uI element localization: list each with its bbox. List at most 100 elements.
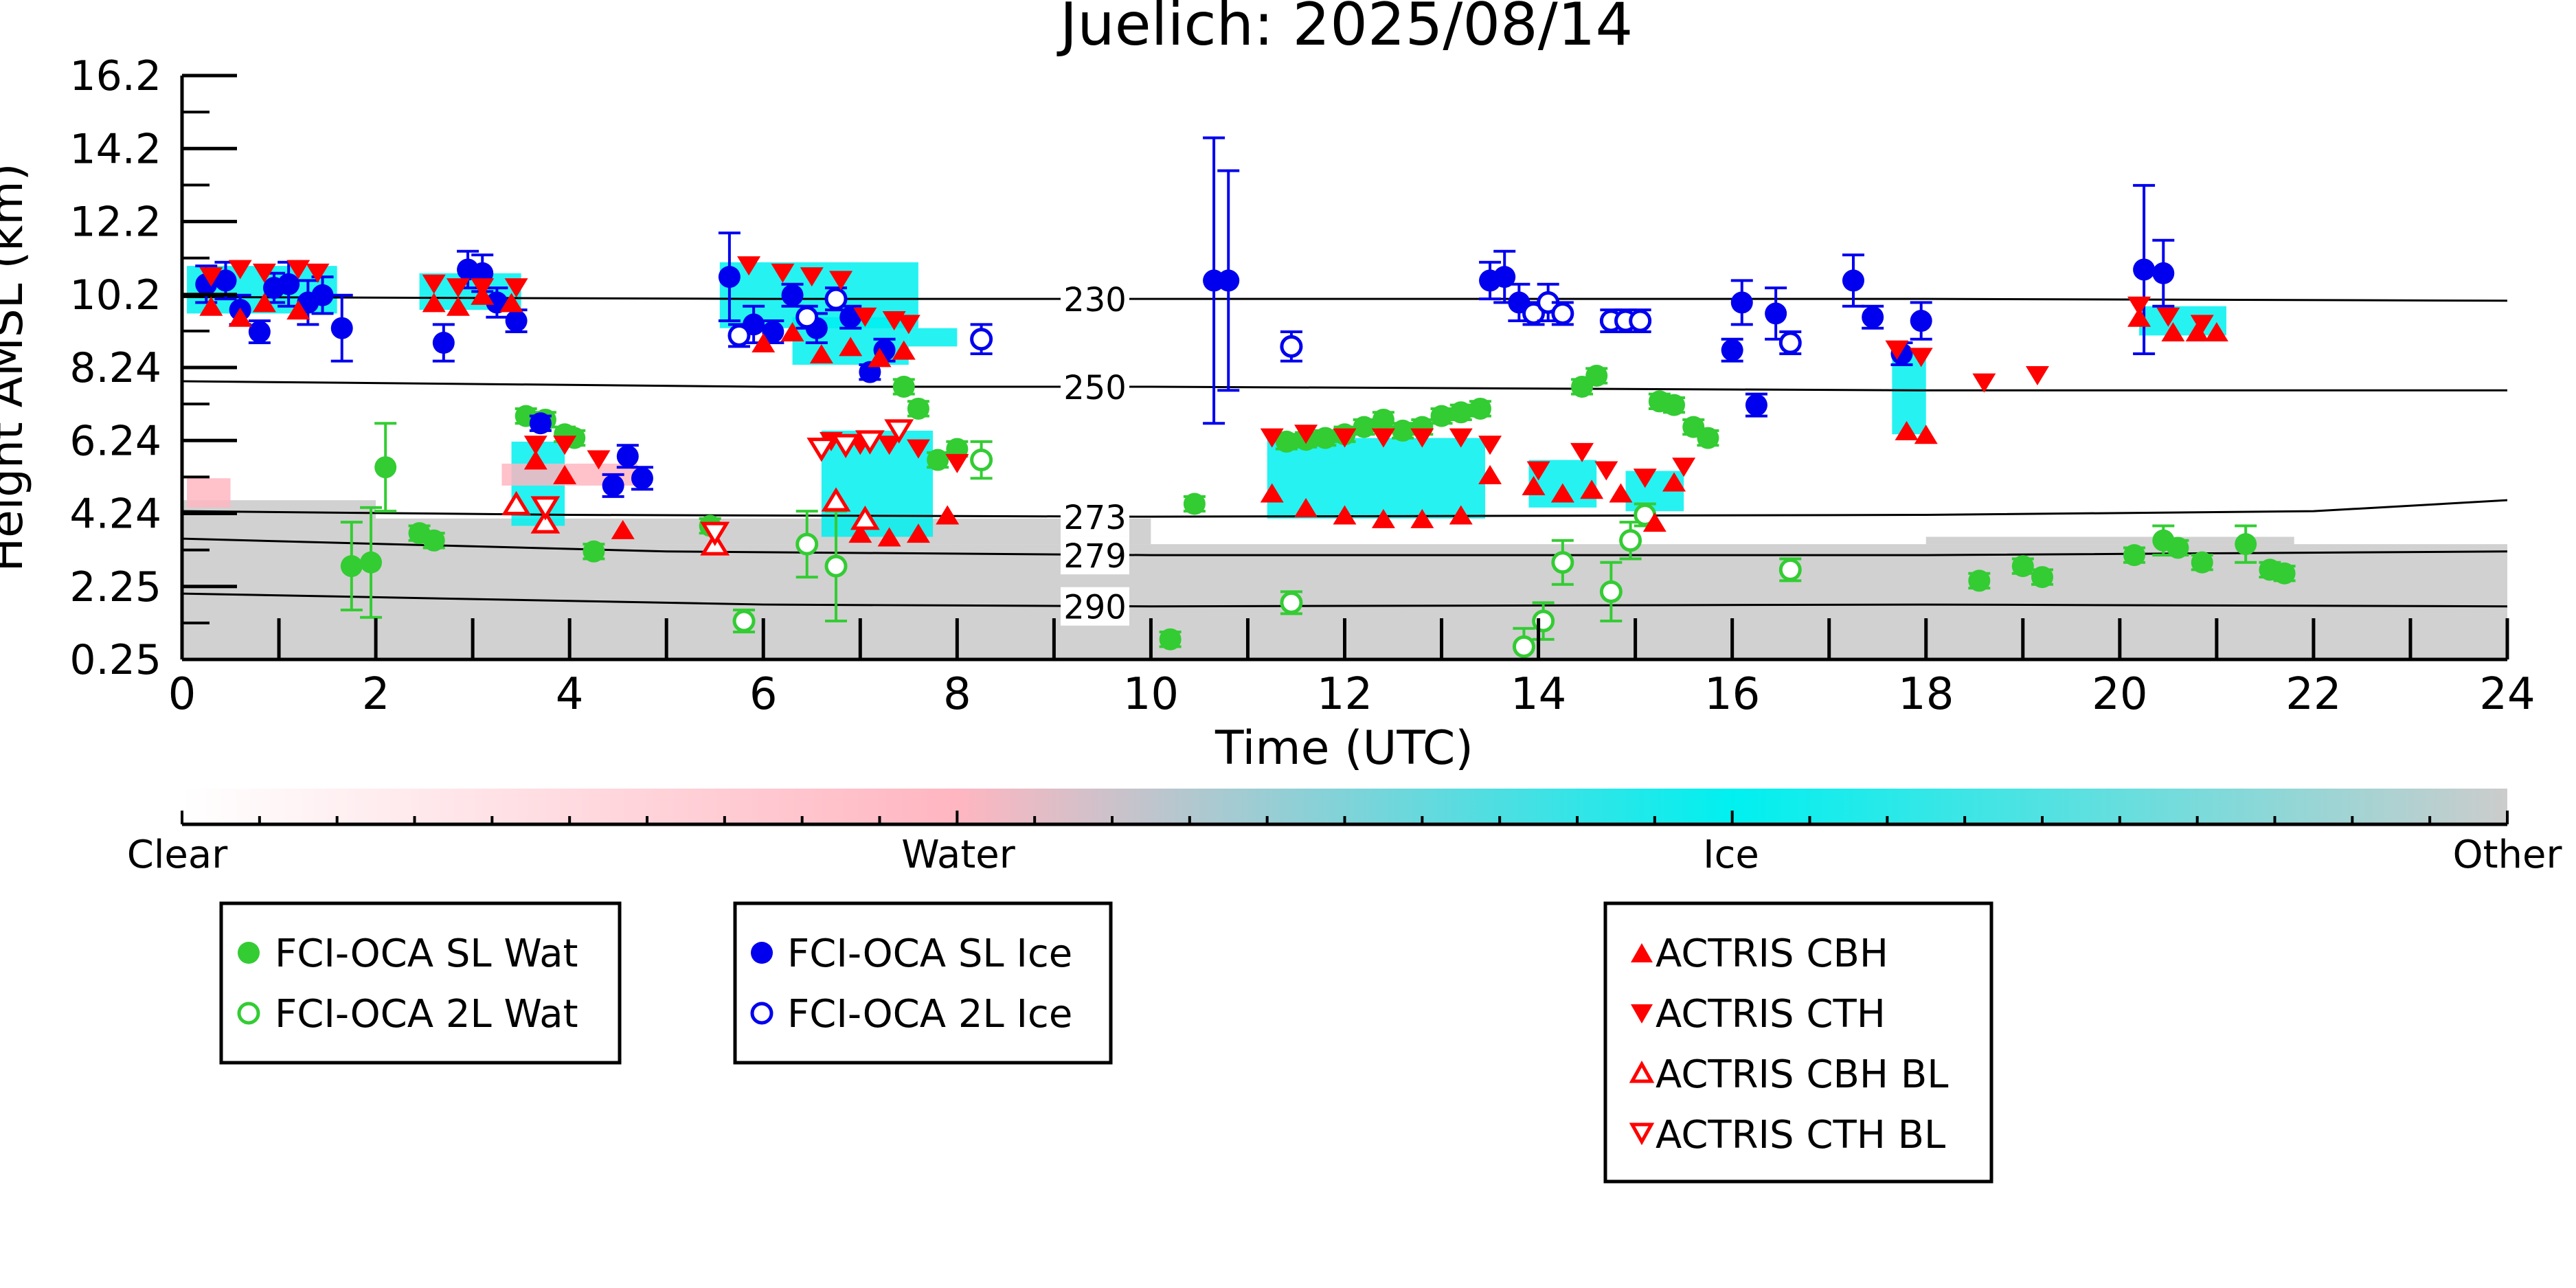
legend-entry: FCI-OCA 2L Ice: [787, 992, 1072, 1037]
data-point: [1730, 291, 1753, 314]
colorbar-label-other: Other: [2452, 833, 2562, 877]
data-point: [286, 260, 310, 280]
data-point: [1333, 505, 1357, 525]
data-point: [809, 344, 833, 364]
x-tick-label: 22: [2285, 669, 2341, 720]
data-point: [1551, 551, 1574, 574]
data-point: [1449, 428, 1473, 448]
series-fci-oca-sl-ice: [195, 136, 2175, 498]
isotherm-label-bg: [1061, 536, 1129, 575]
data-point: [1662, 472, 1686, 492]
data-point: [892, 375, 915, 398]
x-tick-label: 0: [168, 669, 196, 720]
data-point: [1526, 461, 1550, 481]
data-point: [2191, 551, 2213, 574]
y-tick-label: 4.24: [69, 490, 161, 539]
data-point: [821, 487, 851, 512]
data-point: [2235, 533, 2257, 556]
legend-marker-cbh: [1631, 943, 1653, 962]
data-point: [1672, 457, 1696, 477]
legend-ice: FCI-OCA SL Ice FCI-OCA 2L Ice: [733, 901, 1113, 1065]
data-point: [422, 274, 446, 294]
data-point: [228, 307, 252, 327]
data-point: [2204, 322, 2228, 342]
x-tick-label: 2: [362, 669, 390, 720]
data-point: [1765, 302, 1787, 325]
data-point: [831, 433, 861, 459]
chart-title: Juelich: 2025/08/14: [1057, 0, 1633, 59]
data-point: [1217, 269, 1240, 292]
data-point: [1275, 430, 1298, 453]
data-point: [1550, 483, 1574, 503]
cloud-mask-region: [376, 518, 1151, 545]
data-point: [1862, 306, 1884, 328]
data-point: [1532, 609, 1555, 633]
isotherm-290: [182, 592, 2507, 608]
data-point: [884, 419, 914, 444]
data-point: [2152, 262, 2175, 284]
data-point: [432, 332, 455, 354]
isotherm-label: 250: [1063, 369, 1127, 407]
legend-entry: ACTRIS CTH: [1656, 992, 1886, 1037]
x-tick-label: 4: [556, 669, 584, 720]
data-point: [1972, 373, 1996, 393]
series-fci-oca-2l-ice: [727, 282, 1802, 363]
data-point: [530, 496, 561, 521]
data-point: [795, 532, 819, 556]
data-point: [2161, 322, 2185, 342]
data-point: [1570, 442, 1594, 462]
data-point: [2127, 296, 2151, 316]
legend-marker-cbh-bl: [1629, 1060, 1655, 1083]
colorbar-ticks: [181, 811, 2509, 826]
data-point: [1410, 428, 1434, 448]
cloud-mask-region: [1267, 438, 1486, 519]
data-point: [446, 278, 470, 298]
y-tick-label: 16.2: [69, 52, 161, 100]
colorbar-label-clear: Clear: [127, 833, 228, 877]
data-point: [523, 450, 547, 470]
data-point: [587, 450, 611, 470]
series-actris-cth: [199, 256, 2214, 488]
y-tick-label: 12.2: [69, 199, 161, 247]
x-tick-label: 14: [1511, 669, 1566, 720]
data-point: [214, 269, 237, 292]
data-point: [1585, 364, 1608, 387]
data-point: [2273, 562, 2296, 585]
x-tick-label: 10: [1123, 669, 1179, 720]
isotherm-label-bg: [1061, 367, 1129, 406]
data-point: [2127, 307, 2151, 327]
data-point: [877, 527, 901, 547]
x-axis-label: Time (UTC): [1214, 721, 1473, 776]
legend-marker-cth-bl: [1629, 1122, 1655, 1146]
data-point: [228, 260, 252, 280]
data-point: [530, 509, 561, 534]
x-tick-label: 12: [1317, 669, 1372, 720]
data-point: [1280, 591, 1303, 614]
data-point: [374, 456, 397, 479]
x-tick-label: 6: [749, 669, 778, 720]
data-point: [718, 266, 741, 289]
data-point: [1371, 508, 1395, 528]
legend-marker-2l-wat: [237, 1002, 260, 1025]
data-point: [732, 609, 756, 633]
series-fci-oca-sl-wat: [340, 364, 2296, 651]
legend-marker-2l-ice: [750, 1002, 773, 1025]
data-point: [1280, 335, 1303, 358]
data-point: [1697, 427, 1719, 449]
data-point: [752, 333, 776, 353]
cloud-mask-region: [1925, 536, 2294, 545]
data-point: [877, 436, 901, 455]
data-point: [1294, 497, 1318, 517]
data-point: [850, 506, 880, 530]
series-actris-cbh: [199, 285, 2228, 547]
data-point: [286, 300, 310, 320]
x-tick-label: 16: [1704, 669, 1760, 720]
data-point: [2185, 322, 2209, 342]
data-point: [471, 278, 495, 298]
data-point: [848, 523, 872, 543]
data-point: [340, 555, 363, 578]
